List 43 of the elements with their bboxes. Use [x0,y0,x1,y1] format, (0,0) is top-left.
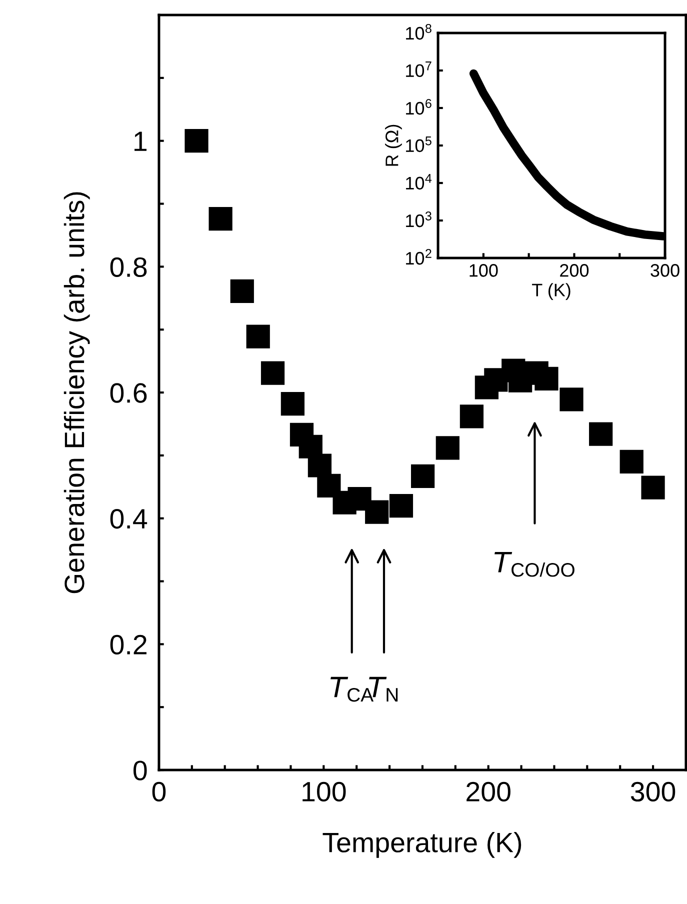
y-tick-label: 0.2 [110,634,146,655]
annotation: T$_{CO/OO}$ [494,552,574,577]
y-tick-label: 10$^{3}$ [406,212,432,228]
point [260,361,285,385]
y-tick-label: 10$^{6}$ [406,99,432,115]
y-tick-label: 10$^{2}$ [406,249,432,265]
point [317,474,341,498]
y-tick-label: 0.6 [110,383,147,403]
point [184,129,208,153]
x-tick-label: 200 [560,264,589,277]
y-tick-label: 10$^{5}$ [406,136,432,152]
point [280,392,305,416]
y-tick-label: 1 [134,132,147,151]
point [560,388,584,412]
x-axis-title: Temperature (K) [322,832,522,858]
point [589,422,613,446]
x-tick-label: 100 [470,264,498,277]
y-tick-label: 0.4 [110,509,148,529]
y-tick-label: 10$^{8}$ [406,24,432,40]
y-axis-title: Generation Efficiency (arb. units) [64,192,90,594]
y-tick-label: 0.8 [110,257,147,278]
point [534,366,558,390]
point [436,436,460,460]
point [620,450,644,474]
x-tick-label: 300 [630,782,676,802]
point [460,404,484,428]
y-tick-label: 10$^{4}$ [406,174,432,190]
y-tick-label: 10$^{7}$ [406,62,432,78]
x-tick-label: 100 [302,782,346,802]
point [308,454,332,478]
point [230,279,254,304]
x-axis-title: T (K) [532,283,570,300]
x-tick-label: 0 [152,782,166,802]
y-tick-label: 0 [134,760,147,780]
point [389,494,414,518]
point [410,464,435,488]
point [208,207,232,231]
x-tick-label: 200 [466,782,510,802]
point [641,476,665,500]
x-tick-label: 300 [650,264,680,277]
point [246,324,270,348]
point [365,500,389,524]
y-axis-title: R (Ω) [385,124,402,166]
